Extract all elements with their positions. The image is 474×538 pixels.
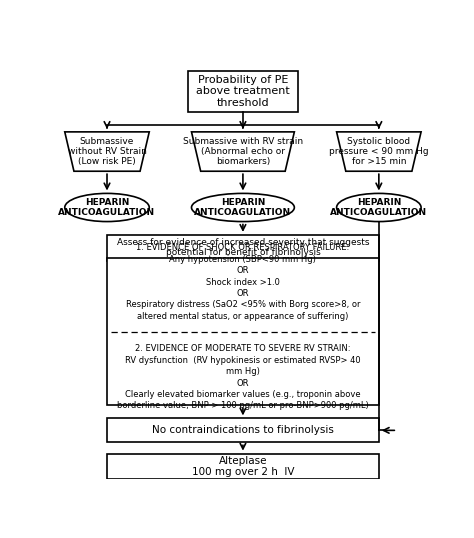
Text: HEPARIN
ANTICOAGULATION: HEPARIN ANTICOAGULATION xyxy=(330,198,428,217)
Text: 2. EVIDENCE OF MODERATE TO SEVERE RV STRAIN:
RV dysfunction  (RV hypokinesis or : 2. EVIDENCE OF MODERATE TO SEVERE RV STR… xyxy=(117,344,369,410)
Text: Submassive
without RV Strain
(Low risk PE): Submassive without RV Strain (Low risk P… xyxy=(68,137,146,166)
Text: 1. EVIDENCE OF SHOCK OR RESPIRATORY FAILURE:
Any hypotension (SBP<90 mm Hg)
OR
S: 1. EVIDENCE OF SHOCK OR RESPIRATORY FAIL… xyxy=(126,243,360,321)
Text: Alteplase
100 mg over 2 h  IV: Alteplase 100 mg over 2 h IV xyxy=(191,456,294,477)
Text: Probability of PE
above treatment
threshold: Probability of PE above treatment thresh… xyxy=(196,75,290,108)
Polygon shape xyxy=(337,132,421,171)
Text: Submassive with RV strain
(Abnormal echo or
biomarkers): Submassive with RV strain (Abnormal echo… xyxy=(183,137,303,166)
FancyBboxPatch shape xyxy=(107,454,379,479)
Text: HEPARIN
ANTICOAGULATION: HEPARIN ANTICOAGULATION xyxy=(194,198,292,217)
Text: Assess for evidence of increased severity that suggests
potential for benefit of: Assess for evidence of increased severit… xyxy=(117,238,369,257)
Text: No contraindications to fibrinolysis: No contraindications to fibrinolysis xyxy=(152,426,334,435)
Ellipse shape xyxy=(337,193,421,222)
Text: HEPARIN
ANTICOAGULATION: HEPARIN ANTICOAGULATION xyxy=(58,198,155,217)
FancyBboxPatch shape xyxy=(188,71,298,112)
Ellipse shape xyxy=(65,193,149,222)
Ellipse shape xyxy=(191,193,294,222)
Polygon shape xyxy=(65,132,149,171)
Polygon shape xyxy=(191,132,294,171)
FancyBboxPatch shape xyxy=(107,419,379,442)
FancyBboxPatch shape xyxy=(107,235,379,260)
FancyBboxPatch shape xyxy=(107,258,379,405)
Text: Systolic blood
pressure < 90 mm Hg
for >15 min: Systolic blood pressure < 90 mm Hg for >… xyxy=(329,137,428,166)
